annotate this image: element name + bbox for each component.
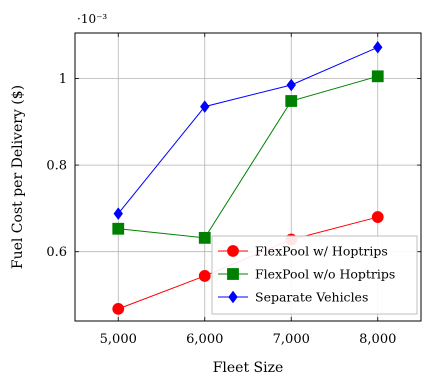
- data-point: [113, 207, 123, 220]
- data-point: [373, 41, 383, 54]
- legend-box: [211, 235, 418, 315]
- x-tick-label: 5,000: [100, 332, 137, 347]
- data-point: [371, 70, 384, 83]
- axis-ticks: 5,000 6,000 7,000 8,000 0.6 0.8 1: [46, 33, 421, 347]
- legend-label: Separate Vehicles: [255, 290, 368, 305]
- x-tick-label: 8,000: [359, 332, 396, 347]
- legend-item: Separate Vehicles: [218, 290, 368, 305]
- data-point: [200, 100, 210, 113]
- legend-marker: [227, 268, 239, 280]
- data-point: [286, 78, 296, 92]
- data-point: [198, 231, 211, 244]
- y-axis-scale-label: ·10⁻³: [77, 12, 107, 26]
- data-point: [285, 95, 298, 107]
- x-axis-label: Fleet Size: [213, 360, 284, 376]
- legend: FlexPool w/ Hoptrips FlexPool w/o Hoptrip…: [211, 235, 418, 315]
- data-point: [112, 222, 125, 235]
- y-tick-label: 0.6: [46, 245, 67, 260]
- y-tick-label: 0.8: [46, 159, 67, 174]
- x-tick-label: 6,000: [186, 332, 223, 347]
- series-diamond: [113, 41, 383, 220]
- series-line: [118, 75, 378, 239]
- legend-item: FlexPool w/ Hoptrips: [218, 244, 388, 259]
- x-tick-label: 7,000: [273, 332, 310, 347]
- legend-label: FlexPool w/ Hoptrips: [255, 244, 388, 259]
- plot-frame: [74, 32, 422, 322]
- legend-marker: [227, 245, 239, 257]
- y-tick-label: 1: [59, 72, 67, 87]
- legend-item: FlexPool w/o Hoptrips: [218, 267, 395, 282]
- data-point: [112, 302, 125, 315]
- legend-marker: [228, 290, 238, 304]
- legend-label: FlexPool w/o Hoptrips: [255, 267, 395, 282]
- y-axis-label: Fuel Cost per Delivery ($): [10, 85, 26, 269]
- data-point: [198, 270, 211, 282]
- series-square: [112, 70, 384, 244]
- data-point: [371, 211, 384, 223]
- legend-items: FlexPool w/ Hoptrips FlexPool w/o Hoptrip…: [218, 244, 395, 305]
- series-line: [117, 46, 378, 214]
